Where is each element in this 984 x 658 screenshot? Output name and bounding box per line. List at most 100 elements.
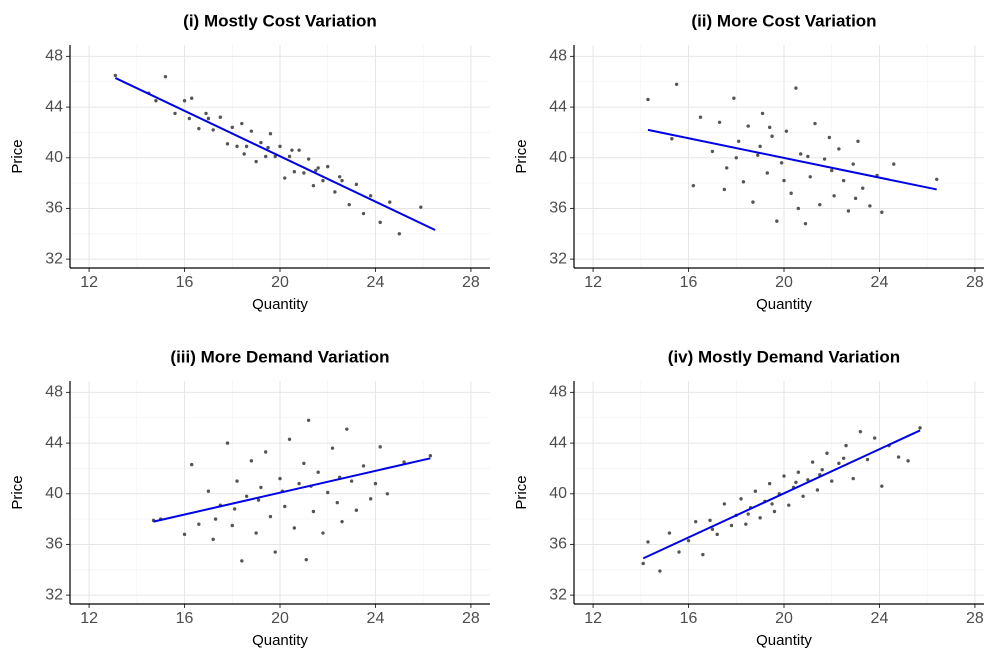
point xyxy=(803,221,808,226)
point xyxy=(240,121,244,126)
x-tick-label: 16 xyxy=(680,274,698,291)
point xyxy=(182,532,187,537)
point xyxy=(667,531,672,535)
x-tick-label: 28 xyxy=(462,274,480,291)
y-tick-label: 40 xyxy=(549,149,567,166)
point xyxy=(784,129,789,133)
panel-title: (i) Mostly Cost Variation xyxy=(183,11,377,30)
point xyxy=(827,135,832,140)
x-tick-label: 24 xyxy=(367,274,385,291)
point xyxy=(213,517,218,521)
point xyxy=(368,497,373,501)
x-tick-label: 20 xyxy=(271,274,289,291)
point xyxy=(211,128,215,132)
point xyxy=(266,145,270,150)
point xyxy=(880,484,884,488)
point xyxy=(710,527,715,531)
point xyxy=(292,170,297,174)
point xyxy=(710,149,715,154)
point xyxy=(283,176,287,180)
point xyxy=(858,429,863,434)
y-tick-label: 32 xyxy=(549,586,567,603)
point xyxy=(851,476,855,481)
point xyxy=(163,74,168,79)
point xyxy=(402,460,406,464)
point xyxy=(173,111,177,116)
x-tick-label: 12 xyxy=(584,610,602,627)
point xyxy=(868,204,872,208)
point xyxy=(801,494,805,499)
point xyxy=(302,171,306,175)
point xyxy=(297,148,301,152)
point xyxy=(354,182,359,187)
point xyxy=(254,159,258,164)
point xyxy=(337,175,342,179)
x-tick-label: 28 xyxy=(966,274,984,291)
x-tick-label: 12 xyxy=(584,274,602,291)
point xyxy=(230,125,234,130)
point xyxy=(154,99,158,103)
point xyxy=(204,111,208,116)
point xyxy=(694,519,698,524)
panel-title: (iv) Mostly Demand Variation xyxy=(668,347,900,366)
point xyxy=(732,96,736,100)
point xyxy=(853,196,858,201)
point xyxy=(698,115,703,119)
point xyxy=(767,125,772,130)
point xyxy=(758,516,762,520)
point xyxy=(760,111,765,116)
y-tick-label: 48 xyxy=(45,48,63,65)
point xyxy=(333,190,337,194)
y-axis-label: Price xyxy=(9,475,26,509)
point xyxy=(751,200,755,204)
x-axis-label: Quantity xyxy=(252,296,308,313)
point xyxy=(287,437,292,441)
point xyxy=(256,498,261,502)
point xyxy=(851,162,855,166)
point xyxy=(677,550,681,554)
y-tick-label: 36 xyxy=(45,200,63,217)
point xyxy=(326,164,330,169)
y-axis-label: Price xyxy=(513,139,530,173)
point xyxy=(235,144,239,149)
y-tick-label: 36 xyxy=(45,536,63,553)
point xyxy=(385,492,390,496)
panel-title: (iii) More Demand Variation xyxy=(170,347,389,366)
point xyxy=(722,502,727,506)
point xyxy=(841,456,846,460)
point xyxy=(756,153,760,157)
point xyxy=(182,99,187,103)
point xyxy=(844,443,848,448)
point xyxy=(249,129,254,133)
point xyxy=(297,481,301,486)
y-tick-label: 36 xyxy=(549,536,567,553)
point xyxy=(841,178,846,183)
point xyxy=(892,162,896,166)
point xyxy=(782,474,786,478)
fit-line xyxy=(647,128,937,191)
x-tick-label: 28 xyxy=(966,610,984,627)
point xyxy=(872,436,877,440)
y-tick-label: 32 xyxy=(45,586,63,603)
x-tick-label: 12 xyxy=(80,610,98,627)
x-tick-label: 24 xyxy=(367,610,385,627)
point xyxy=(830,479,834,483)
point xyxy=(321,178,325,183)
point xyxy=(787,503,791,507)
point xyxy=(717,120,722,124)
y-tick-label: 44 xyxy=(45,98,63,115)
point xyxy=(818,202,822,207)
point xyxy=(775,219,779,223)
point xyxy=(240,559,244,563)
point xyxy=(330,446,335,450)
point xyxy=(796,470,801,474)
point xyxy=(304,557,308,562)
point xyxy=(273,550,277,554)
point xyxy=(378,445,382,449)
point xyxy=(670,137,674,141)
y-tick-label: 32 xyxy=(549,250,567,267)
point xyxy=(244,144,249,149)
point xyxy=(794,86,798,90)
point xyxy=(758,144,762,149)
